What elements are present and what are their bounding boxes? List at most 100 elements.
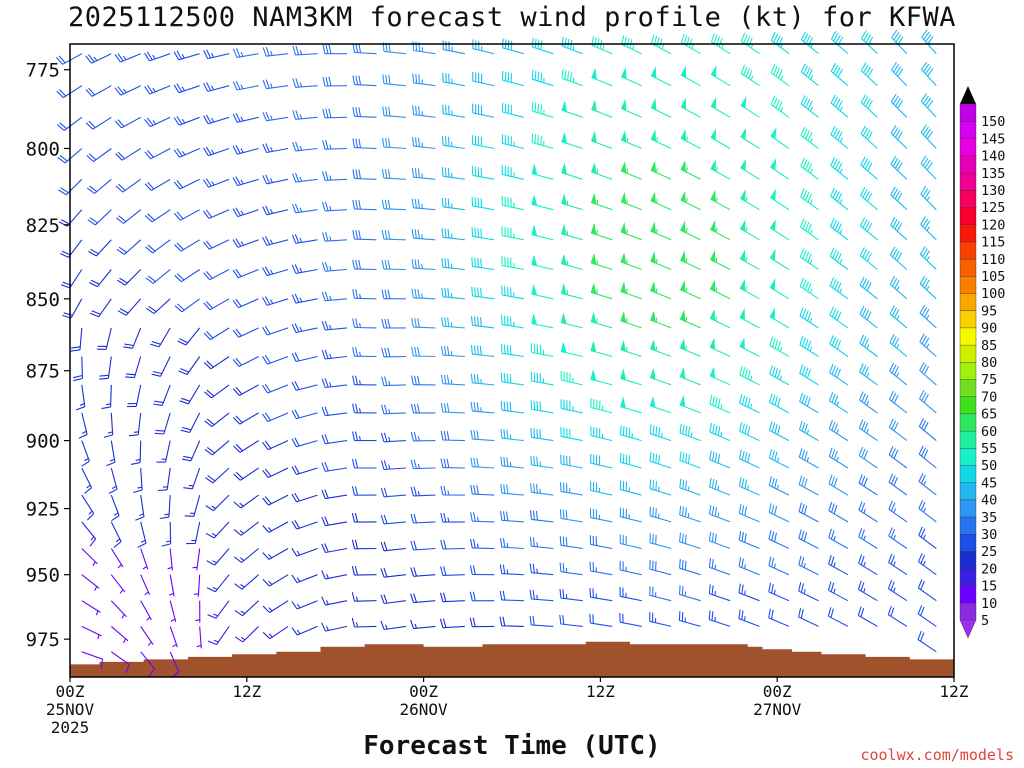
barb-half-feather	[299, 237, 303, 243]
barb-half-feather	[299, 82, 303, 88]
wind-barb	[440, 512, 465, 523]
barb-shaft	[179, 116, 200, 126]
barb-feather	[234, 636, 244, 643]
barb-flag	[561, 162, 568, 175]
barb-feather	[321, 543, 326, 553]
barb-shaft	[858, 482, 878, 496]
barb-feather	[594, 37, 597, 47]
barb-flag	[710, 128, 716, 141]
barb-shaft	[859, 255, 878, 270]
barb-shaft	[166, 467, 171, 490]
wind-barb	[770, 127, 790, 149]
barb-feather	[291, 601, 298, 610]
barb-shaft	[502, 264, 524, 271]
barb-shaft	[152, 239, 171, 254]
barb-feather	[232, 329, 240, 338]
barb-shaft	[140, 651, 156, 670]
barb-feather	[561, 69, 564, 79]
barb-feather	[351, 458, 356, 469]
barb-feather	[294, 203, 300, 213]
barb-feather	[414, 168, 418, 178]
barb-feather	[892, 95, 899, 105]
barb-feather	[927, 99, 934, 109]
colorbar-label: 130	[981, 183, 1005, 199]
barb-feather	[114, 54, 121, 63]
barb-feather	[711, 478, 715, 489]
barb-feather	[205, 301, 214, 309]
barb-feather	[291, 352, 297, 362]
wind-barb	[470, 484, 495, 496]
barb-feather	[479, 345, 482, 356]
barb-half-feather	[720, 432, 723, 437]
barb-feather	[739, 422, 743, 432]
barb-feather	[115, 217, 124, 224]
barb-feather	[865, 129, 871, 139]
wind-barb	[130, 440, 142, 465]
wind-barb	[890, 186, 908, 211]
wind-barb	[410, 375, 436, 386]
wind-barb	[471, 135, 495, 150]
barb-feather	[920, 606, 925, 616]
barb-half-feather	[146, 616, 151, 621]
barb-feather	[894, 250, 900, 260]
barb-feather	[832, 96, 839, 106]
barb-feather	[509, 402, 512, 412]
barb-feather	[388, 106, 391, 117]
barb-feather	[830, 608, 834, 618]
colorbar-swatch	[959, 499, 977, 518]
wind-barb	[81, 651, 104, 669]
barb-feather	[262, 143, 268, 153]
barb-half-feather	[296, 603, 301, 609]
barb-feather	[744, 368, 749, 378]
barb-shaft	[266, 85, 289, 90]
wind-barb	[321, 406, 348, 417]
barb-feather	[714, 533, 717, 544]
colorbar-label: 65	[981, 407, 997, 423]
barb-feather	[888, 527, 893, 537]
barb-flag	[620, 222, 627, 235]
barb-feather	[713, 34, 718, 44]
wind-barb	[321, 349, 348, 360]
barb-feather	[321, 489, 326, 499]
barb-feather	[412, 73, 415, 83]
credit-link[interactable]: coolwx.com/models	[860, 746, 1014, 764]
barb-feather	[262, 469, 269, 478]
barb-shaft	[472, 295, 495, 300]
barb-feather	[324, 543, 329, 553]
barb-shaft	[354, 268, 377, 271]
barb-feather	[415, 105, 418, 116]
wind-barb	[173, 83, 200, 94]
wind-barb	[352, 259, 377, 271]
barb-feather	[889, 362, 895, 372]
barb-feather	[352, 229, 356, 240]
barb-half-feather	[685, 167, 689, 173]
barb-shaft	[472, 112, 495, 118]
wind-barb	[291, 492, 318, 503]
barb-shaft	[237, 147, 259, 155]
barb-flag	[650, 66, 657, 79]
barb-feather	[59, 154, 68, 162]
barb-flag	[650, 192, 656, 204]
wind-barb	[167, 548, 173, 571]
wind-barb	[738, 609, 760, 627]
wind-barb	[207, 626, 230, 646]
barb-half-feather	[450, 263, 453, 269]
chart-title: 2025112500 NAM3KM forecast wind profile …	[67, 2, 957, 33]
wind-barb	[73, 356, 83, 382]
barb-shaft	[649, 515, 672, 523]
wind-barb	[78, 412, 88, 439]
wind-barbs-layer	[55, 29, 937, 678]
barb-feather	[893, 422, 899, 432]
wind-barb	[57, 148, 83, 164]
barb-half-feather	[170, 618, 176, 622]
barb-feather	[479, 317, 482, 327]
barb-feather	[858, 419, 864, 429]
wind-barb	[56, 85, 83, 99]
barb-feather	[708, 504, 712, 515]
wind-barb	[114, 85, 141, 96]
barb-feather	[509, 373, 512, 384]
barb-feather	[799, 335, 804, 345]
barb-feather	[829, 306, 835, 316]
barb-feather	[529, 537, 532, 547]
barb-feather	[324, 378, 329, 388]
